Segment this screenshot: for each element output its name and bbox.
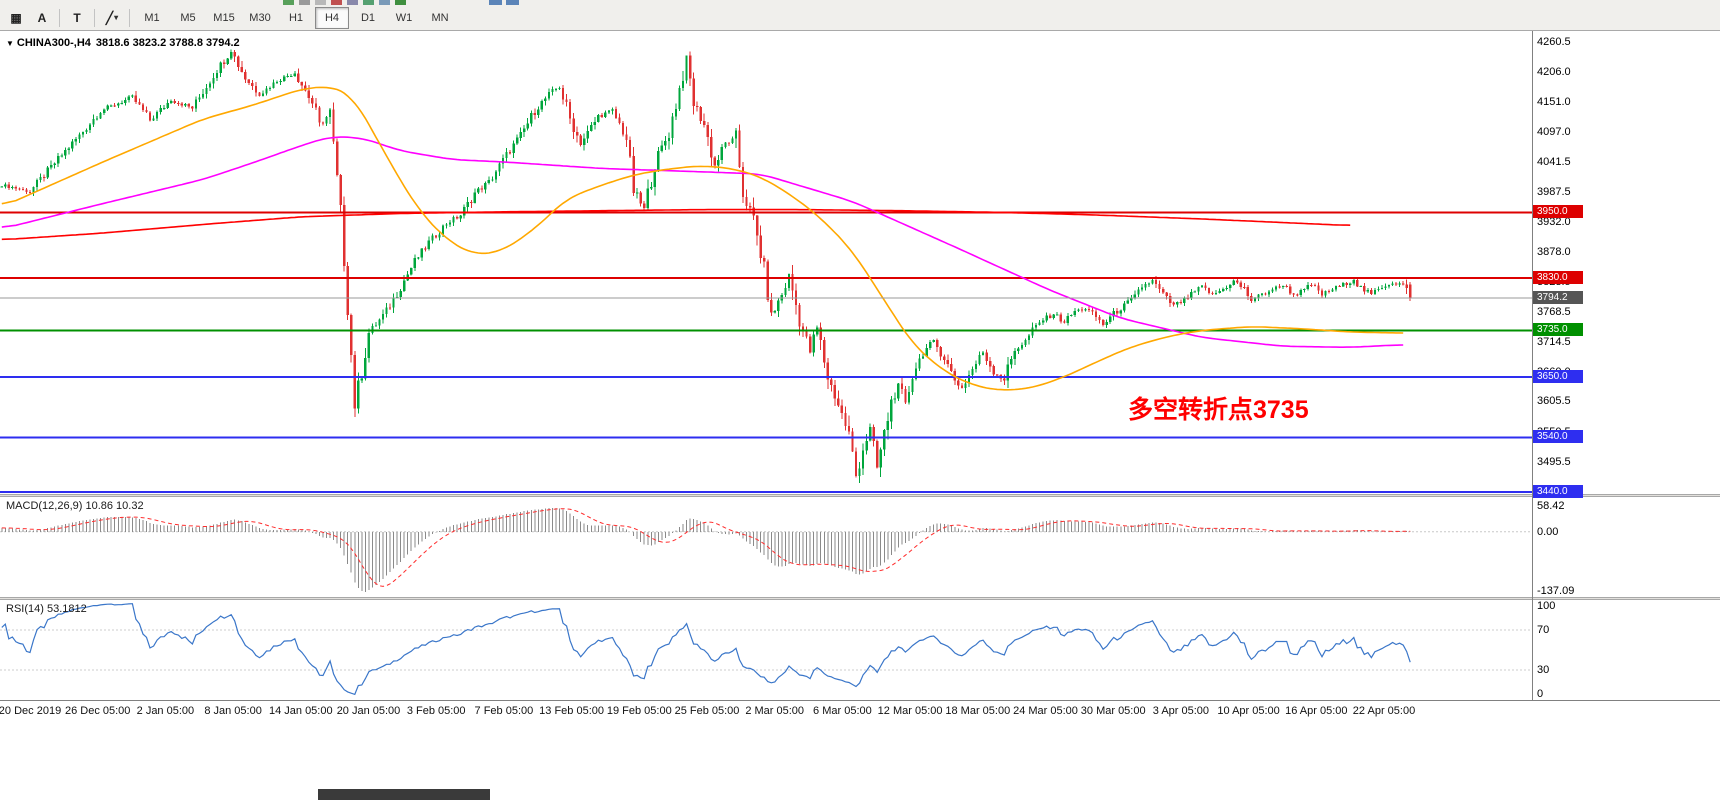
timeframe-button-m30[interactable]: M30	[249, 11, 271, 24]
time-axis-label: 8 Jan 05:00	[204, 705, 262, 717]
chart-title: ▼ CHINA300-,H4 3818.6 3823.2 3788.8 3794.2	[6, 37, 240, 49]
price-axis-label: 4041.5	[1537, 156, 1571, 169]
macd-axis-label: 0.00	[1537, 525, 1559, 538]
price-level-tag: 3735.0	[1533, 323, 1583, 337]
splitter-main-macd[interactable]	[0, 494, 1720, 497]
time-axis-label: 2 Jan 05:00	[136, 705, 195, 717]
main-chart[interactable]	[0, 31, 1532, 494]
time-axis-label: 12 Mar 05:00	[877, 705, 943, 717]
chart-menu-icon[interactable]: ▼	[6, 39, 14, 48]
price-axis-label: 3605.5	[1537, 395, 1571, 408]
time-axis-label: 6 Mar 05:00	[813, 705, 872, 717]
rsi-axis-label: 0	[1537, 688, 1544, 700]
price-axis-label: 3987.5	[1537, 185, 1571, 198]
time-axis-label: 7 Feb 05:00	[474, 705, 534, 717]
splitter-macd-rsi[interactable]	[0, 597, 1720, 600]
timeframe-button-m15[interactable]: M15	[213, 11, 235, 24]
clipped-icon[interactable]	[395, 0, 406, 5]
clipped-icon[interactable]	[283, 0, 294, 5]
timeframe-button-m1[interactable]: M1	[144, 11, 160, 24]
price-level-tag: 3650.0	[1533, 370, 1583, 383]
time-axis-label: 16 Apr 05:00	[1285, 705, 1348, 717]
time-axis-label: 13 Feb 05:00	[539, 705, 605, 717]
macd-axis-label: 58.42	[1537, 500, 1565, 513]
price-axis-label: 3550.5	[1537, 425, 1571, 438]
time-axis-label: 18 Mar 05:00	[945, 705, 1011, 717]
time-axis-label: 22 Apr 05:00	[1352, 705, 1416, 717]
time-axis-label: 20 Dec 2019	[0, 705, 62, 717]
rsi-panel[interactable]	[0, 600, 1532, 700]
toolbar-row: ▦ A T ╱ ▾ M1 M5 M15 M30 H1 H4 D1 W1 MN	[3, 6, 458, 29]
clipped-icon[interactable]	[506, 0, 519, 5]
macd-axis-label: -137.09	[1537, 585, 1575, 598]
chart-grid-icon[interactable]: ▦	[10, 10, 22, 25]
clipped-icon[interactable]	[489, 0, 502, 5]
clipped-icon[interactable]	[331, 0, 342, 5]
taskbar-fragment	[318, 789, 490, 800]
time-axis[interactable]: 20 Dec 2019 26 Dec 05:00 2 Jan 05:00 8 Jan …	[0, 700, 1720, 723]
price-axis-label: 3714.5	[1537, 335, 1571, 348]
price-axis-separator	[1532, 31, 1533, 700]
rsi-label: RSI(14) 53.1812	[6, 603, 87, 615]
timeframe-button-d1[interactable]: D1	[360, 11, 376, 24]
clipped-icon[interactable]	[363, 0, 374, 5]
price-axis-label: 3878.0	[1537, 245, 1571, 258]
price-axis-label: 4260.5	[1537, 36, 1571, 48]
time-axis-label: 26 Dec 05:00	[64, 705, 131, 717]
timeframe-button-h4[interactable]: H4	[315, 6, 349, 29]
timeframe-button-mn[interactable]: MN	[431, 11, 449, 24]
macd-label: MACD(12,26,9) 10.86 10.32	[6, 500, 144, 512]
time-axis-label: 24 Mar 05:00	[1013, 705, 1078, 717]
draw-tools-icon[interactable]: ╱ ▾	[105, 10, 119, 25]
time-axis-label: 2 Mar 05:00	[745, 705, 805, 717]
price-axis-label: 3823.5	[1537, 275, 1571, 288]
current-price-tag: 3794.2	[1533, 290, 1583, 304]
price-level-tag: 3950.0	[1533, 205, 1583, 219]
timeframe-button-w1[interactable]: W1	[395, 11, 413, 24]
ohlc-values: 3818.6 3823.2 3788.8 3794.2	[95, 37, 240, 49]
macd-panel[interactable]	[0, 497, 1532, 597]
symbol-timeframe: CHINA300-,H4	[16, 37, 91, 49]
price-level-tag: 3540.0	[1533, 430, 1583, 444]
text-label-icon[interactable]: A	[37, 10, 47, 25]
time-axis-label: 10 Apr 05:00	[1217, 705, 1280, 717]
timeframe-button-m5[interactable]: M5	[180, 11, 196, 24]
price-axis-label: 4097.0	[1537, 125, 1571, 138]
timeframe-button-h1[interactable]: H1	[288, 11, 304, 24]
dropdown-arrow-icon[interactable]: ▾	[114, 13, 119, 22]
toolbar-separator	[59, 8, 60, 27]
clipped-icon[interactable]	[379, 0, 390, 5]
top-toolbar: ▦ A T ╱ ▾ M1 M5 M15 M30 H1 H4 D1 W1 MN	[0, 0, 1720, 31]
time-axis-label: 14 Jan 05:00	[268, 705, 333, 717]
price-axis-label: 3660.0	[1537, 365, 1571, 378]
time-axis-label: 25 Feb 05:00	[674, 705, 740, 717]
time-axis-label: 30 Mar 05:00	[1080, 705, 1146, 717]
price-axis-label: 4206.0	[1537, 65, 1571, 78]
time-axis-label: 19 Feb 05:00	[606, 705, 672, 717]
time-axis-label: 20 Jan 05:00	[336, 705, 401, 717]
text-tool-icon[interactable]: T	[73, 10, 81, 25]
time-axis-label: 3 Feb 05:00	[406, 705, 466, 717]
rsi-axis-label: 100	[1537, 600, 1556, 612]
chart-annotation: 多空转折点3735	[1128, 396, 1309, 424]
rsi-axis-label: 70	[1537, 624, 1550, 636]
price-axis-label: 3932.0	[1537, 216, 1571, 229]
price-level-tag: 3830.0	[1533, 271, 1583, 285]
clipped-icon[interactable]	[347, 0, 358, 5]
clipped-icon[interactable]	[315, 0, 326, 5]
rsi-axis-label: 30	[1537, 664, 1550, 676]
price-axis-label: 3768.5	[1537, 306, 1571, 318]
price-axis-label: 3495.5	[1537, 455, 1571, 468]
time-axis-label: 3 Apr 05:00	[1152, 705, 1210, 717]
clipped-icon[interactable]	[299, 0, 310, 5]
toolbar-separator	[94, 8, 95, 27]
price-axis-label: 4151.0	[1537, 96, 1571, 109]
toolbar-separator	[129, 8, 130, 27]
